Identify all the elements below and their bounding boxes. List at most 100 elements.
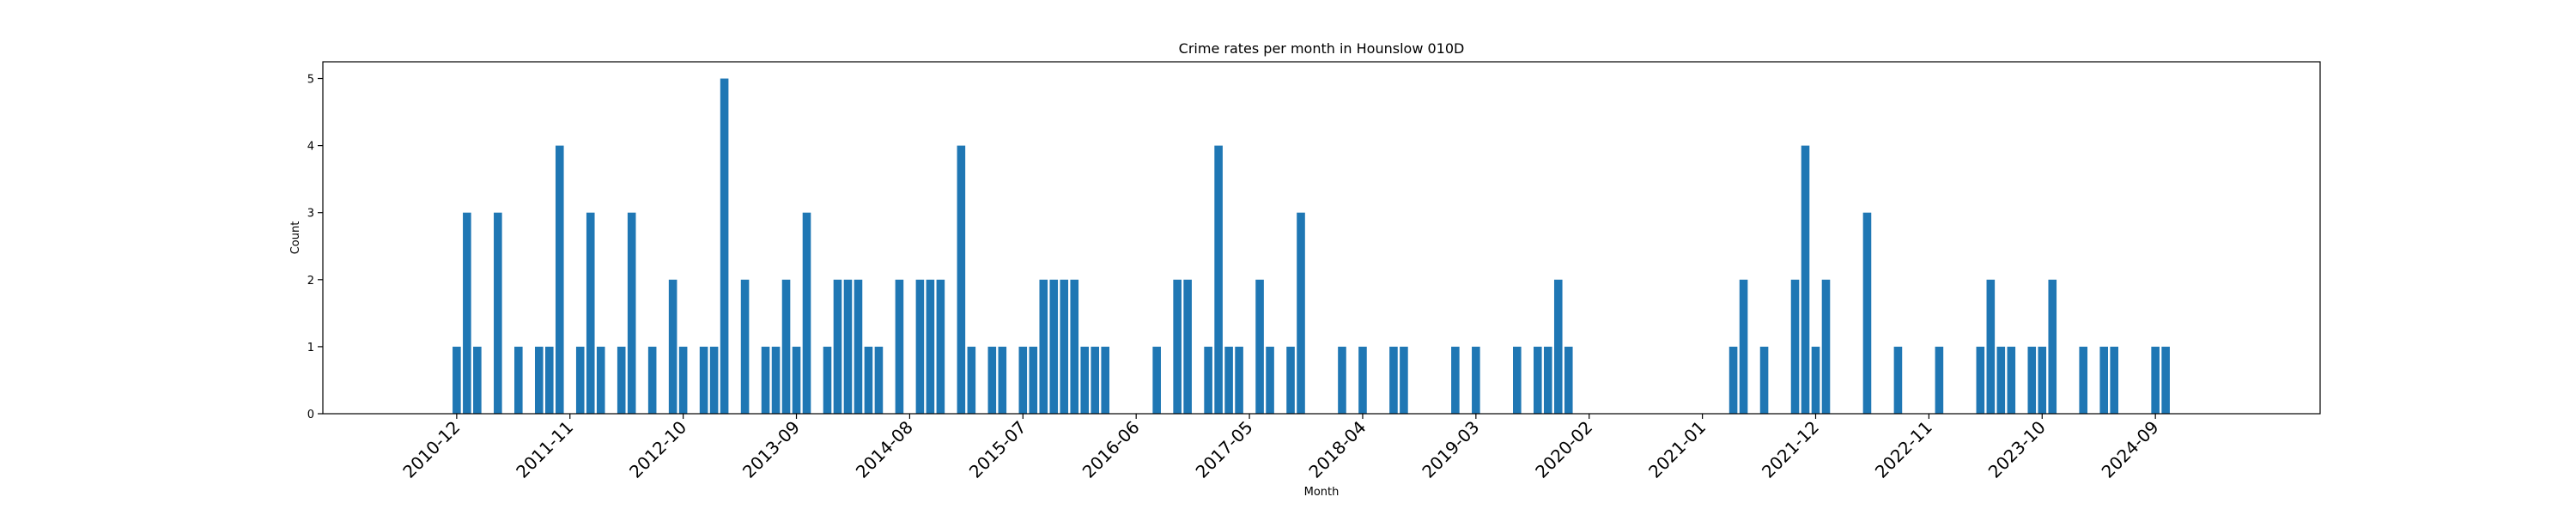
bar-2014-03 [854, 279, 863, 414]
bar-2017-04 [1235, 346, 1243, 414]
bar-2012-04 [617, 346, 626, 414]
bar-2019-11 [1553, 279, 1563, 414]
bar-2021-10 [1790, 279, 1800, 414]
bar-2013-01 [709, 346, 719, 414]
bar-2018-02 [1338, 346, 1346, 414]
bar-2012-02 [596, 346, 605, 414]
bar-2012-12 [699, 346, 708, 414]
bar-2018-07 [1389, 346, 1398, 414]
bar-2016-01 [1080, 346, 1090, 414]
bar-2013-09 [792, 346, 801, 414]
bar-2011-09 [544, 346, 554, 414]
bar-2019-07 [1513, 346, 1522, 414]
bar-2021-04 [1728, 346, 1738, 414]
bar-2014-05 [874, 346, 884, 414]
bar-2018-08 [1400, 346, 1408, 414]
bar-2017-01 [1204, 346, 1212, 414]
bar-2018-04 [1358, 346, 1367, 414]
bar-2024-02 [2079, 346, 2088, 414]
bar-2015-02 [967, 346, 976, 414]
y-axis: 0 1 2 3 4 5 [307, 74, 323, 421]
y-tick-label-4: 4 [307, 141, 314, 154]
bar-2019-01 [1451, 346, 1460, 414]
bar-2023-05 [1986, 279, 1996, 414]
bar-2023-07 [2007, 346, 2016, 414]
bar-2011-04 [494, 212, 502, 414]
bar-2023-06 [1996, 346, 2006, 414]
bar-2017-03 [1224, 346, 1233, 414]
bar-2011-08 [534, 346, 544, 414]
bar-2015-01 [957, 145, 966, 414]
bar-2022-08 [1893, 346, 1903, 414]
bar-2014-04 [864, 346, 873, 414]
bar-2013-12 [823, 346, 832, 414]
bar-2015-11 [1060, 279, 1069, 414]
bar-2012-01 [586, 212, 595, 414]
bar-2024-05 [2110, 346, 2118, 414]
bar-2013-06 [761, 346, 770, 414]
y-tick-label-0: 0 [307, 409, 314, 421]
bar-2015-12 [1070, 279, 1079, 414]
bar-2015-07 [1018, 346, 1028, 414]
bar-2010-12 [453, 346, 461, 414]
x-axis-label: Month [1304, 486, 1340, 499]
bar-2016-03 [1101, 346, 1110, 414]
bar-2014-01 [833, 279, 842, 414]
bar-2015-04 [987, 346, 997, 414]
bar-2012-05 [627, 212, 636, 414]
bar-2011-02 [473, 346, 482, 414]
bar-2011-12 [575, 346, 585, 414]
bar-2024-04 [2099, 346, 2109, 414]
y-tick-label-2: 2 [307, 275, 314, 288]
bar-2022-01 [1821, 279, 1831, 414]
plot-frame [322, 61, 2321, 415]
bar-2023-04 [1976, 346, 1985, 414]
bar-2017-09 [1286, 346, 1295, 414]
bar-2015-09 [1039, 279, 1048, 414]
chart-title: Crime rates per month in Hounslow 010D [1179, 40, 1465, 57]
bar-2021-05 [1739, 279, 1748, 414]
bar-2023-09 [2027, 346, 2037, 414]
bar-2016-02 [1091, 346, 1100, 414]
bar-2017-07 [1266, 346, 1274, 414]
bar-2012-10 [678, 346, 688, 414]
bar-2012-07 [647, 346, 657, 414]
bar-2019-10 [1543, 346, 1552, 414]
bar-2013-08 [781, 279, 791, 414]
bar-2017-10 [1297, 212, 1305, 414]
bar-2016-08 [1152, 346, 1161, 414]
bar-2023-11 [2048, 279, 2057, 414]
bar-2014-11 [936, 279, 945, 414]
bar-2019-03 [1472, 346, 1480, 414]
bar-2015-08 [1029, 346, 1038, 414]
y-tick-label-3: 3 [307, 208, 314, 221]
bar-2023-10 [2038, 346, 2047, 414]
bar-2017-02 [1214, 145, 1223, 414]
bar-2021-07 [1759, 346, 1769, 414]
bar-2014-02 [843, 279, 853, 414]
bar-2012-09 [668, 279, 677, 414]
bar-2021-11 [1801, 145, 1810, 414]
bar-2013-04 [740, 279, 750, 414]
bar-2024-09 [2151, 346, 2160, 414]
bar-2024-10 [2161, 346, 2170, 414]
bar-2021-12 [1811, 346, 1820, 414]
bar-2017-06 [1255, 279, 1264, 414]
bar-2015-10 [1049, 279, 1059, 414]
y-tick-label-5: 5 [307, 74, 314, 87]
bar-2019-09 [1533, 346, 1542, 414]
bar-2016-10 [1173, 279, 1182, 414]
bar-2011-10 [555, 145, 564, 414]
y-axis-label: Count [289, 221, 302, 255]
y-tick-label-1: 1 [307, 342, 314, 354]
bar-2014-09 [915, 279, 925, 414]
bar-2014-10 [926, 279, 935, 414]
bar-2015-05 [998, 346, 1007, 414]
bar-2022-12 [1935, 346, 1944, 414]
bars-group [453, 78, 2170, 415]
bar-2011-01 [463, 212, 471, 414]
bar-2022-05 [1862, 212, 1872, 414]
bar-2011-06 [514, 346, 523, 414]
